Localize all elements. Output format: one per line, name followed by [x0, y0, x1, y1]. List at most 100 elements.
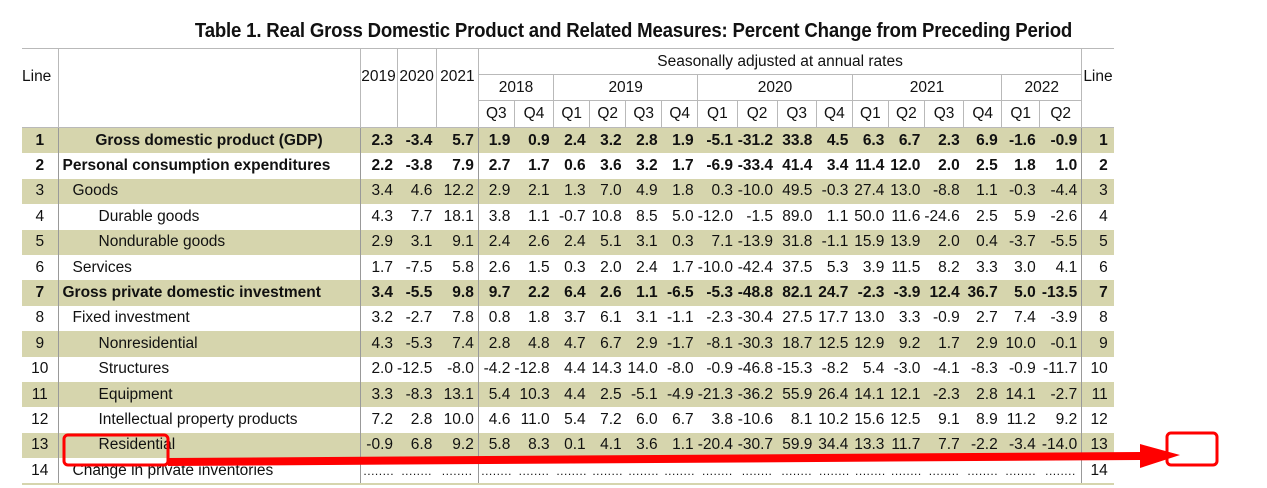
value-cell: 4.8	[514, 331, 554, 357]
line-number: 6	[22, 254, 59, 281]
value-cell: 24.7	[816, 280, 853, 306]
value-cell: 5.0	[1001, 280, 1040, 306]
value-cell: 2.9	[625, 331, 662, 357]
value-cell: 3.1	[625, 229, 662, 255]
quarter-header: Q2	[887, 100, 925, 128]
value-cell: 7.9	[436, 153, 479, 179]
value-cell: 4.6	[488, 410, 511, 428]
value-cell: 2.8	[963, 381, 1002, 408]
gdp-table: Line 2019 2020 2021 Seasonally adjusted at a…	[22, 48, 1114, 486]
value-cell: 2.4	[553, 127, 590, 154]
value-cell: 11.4	[855, 157, 885, 175]
header-row-1: Line 2019 2020 2021 Seasonally adjusted at a…	[22, 48, 1114, 128]
value-cell: 59.9	[777, 432, 817, 459]
value-cell: ........	[1001, 458, 1040, 486]
line-number: 4	[22, 204, 59, 230]
value-cell: -0.3	[1001, 178, 1040, 205]
value-cell: -30.4	[737, 309, 774, 327]
value-cell: 5.0	[672, 207, 694, 225]
line-number-right: 11	[1081, 381, 1114, 408]
value-cell: 2.8	[478, 331, 515, 357]
value-cell: 5.9	[1014, 207, 1036, 225]
value-cell: 2.0	[938, 157, 960, 175]
value-cell: 11.5	[891, 258, 921, 276]
value-cell: 2.9	[360, 229, 397, 255]
value-cell: 10.2	[818, 410, 849, 428]
value-cell: 2.5	[589, 381, 626, 408]
value-cell: -5.1	[697, 127, 738, 154]
value-cell: ........	[436, 458, 479, 486]
value-cell: ........	[816, 458, 853, 486]
value-cell: -4.4	[1039, 178, 1082, 205]
value-cell: 7.1	[697, 229, 738, 255]
value-cell: 3.8	[711, 410, 734, 428]
value-cell: -3.9	[1050, 309, 1078, 327]
value-cell: -3.4	[1001, 432, 1040, 459]
value-cell: -42.4	[737, 258, 774, 276]
value-cell: 8.3	[514, 432, 554, 459]
value-cell: -0.9	[706, 360, 734, 378]
table-row: 7 Gross private domestic investment 3.4 -5.…	[22, 280, 1114, 306]
value-cell: 0.3	[697, 178, 738, 205]
value-cell: -3.0	[893, 360, 921, 378]
table-row: 5 Nondurable goods 2.9 3.1 9.1 2.4 2.6 2.4 5.1 3.…	[22, 229, 1114, 255]
value-cell: -2.3	[706, 309, 734, 327]
row-label: Nonresidential	[58, 331, 361, 357]
value-cell: 13.1	[436, 381, 479, 408]
value-cell: 10.0	[1001, 331, 1040, 357]
value-cell: ........	[777, 458, 817, 486]
value-cell: -1.7	[661, 331, 698, 357]
value-cell: 2.0	[371, 360, 393, 378]
value-cell: 3.9	[862, 258, 885, 276]
line-number: 12	[22, 407, 59, 433]
value-cell: 1.1	[661, 432, 698, 459]
value-cell: 1.9	[661, 127, 698, 154]
value-cell: 18.1	[436, 204, 479, 230]
value-cell: -4.1	[933, 360, 960, 378]
value-cell: -2.7	[405, 309, 433, 327]
value-cell: -1.1	[816, 229, 853, 255]
value-cell: 11.2	[1006, 410, 1036, 428]
value-cell: 12.2	[436, 178, 479, 205]
value-cell: -3.9	[888, 280, 925, 306]
value-cell: 41.4	[782, 157, 813, 175]
value-cell: 6.3	[852, 127, 889, 154]
value-cell: 4.3	[371, 207, 393, 225]
seasonal-adjustment-header: Seasonally adjusted at annual rates	[477, 48, 1083, 75]
table-row: 10 Structures 2.0 -12.5 -8.0 -4.2 -12.8 4.4 14.3…	[22, 356, 1114, 382]
table-row: 8 Fixed investment 3.2 -2.7 7.8 0.8 1.8 3.7 6.1 3…	[22, 305, 1114, 332]
value-cell: 1.8	[661, 178, 698, 205]
value-cell: 1.7	[924, 331, 964, 357]
value-cell: 13.0	[888, 178, 925, 205]
value-cell: 3.0	[1014, 258, 1036, 276]
quarter-header: Q4	[513, 100, 555, 128]
value-cell: 1.1	[963, 178, 1002, 205]
value-cell: ........	[963, 458, 1002, 486]
value-cell: 3.1	[397, 229, 437, 255]
value-cell: -5.5	[1039, 229, 1082, 255]
value-cell: 3.4	[360, 178, 397, 205]
value-cell: ........	[924, 458, 964, 486]
quarter-header: Q2	[1039, 100, 1083, 128]
quarter-header: Q3	[923, 100, 965, 128]
value-cell: -36.2	[737, 381, 778, 408]
value-cell: ........	[697, 458, 738, 486]
line-number-right: 5	[1081, 229, 1114, 255]
value-cell: 2.0	[600, 258, 622, 276]
quarter-year-header: 2021	[851, 74, 1003, 101]
value-cell: 5.4	[478, 381, 515, 408]
value-cell: 3.6	[625, 432, 662, 459]
table-row: 11 Equipment 3.3 -8.3 13.1 5.4 10.3 4.4 2.5 -5.1-…	[22, 381, 1114, 408]
quarter-header: Q2	[736, 100, 778, 128]
value-cell: 2.5	[976, 207, 998, 225]
value-cell: 2.4	[478, 229, 515, 255]
value-cell: 9.1	[436, 229, 479, 255]
value-cell: 89.0	[782, 207, 813, 225]
value-cell: -3.4	[397, 127, 437, 154]
value-cell: -30.3	[737, 331, 778, 357]
value-cell: 0.9	[514, 127, 554, 154]
value-cell: 2.6	[514, 229, 554, 255]
value-cell: 6.7	[672, 410, 694, 428]
value-cell: 3.4	[360, 280, 397, 306]
table-row: 12 Intellectual property products 7.2 2.8 10…	[22, 407, 1114, 433]
